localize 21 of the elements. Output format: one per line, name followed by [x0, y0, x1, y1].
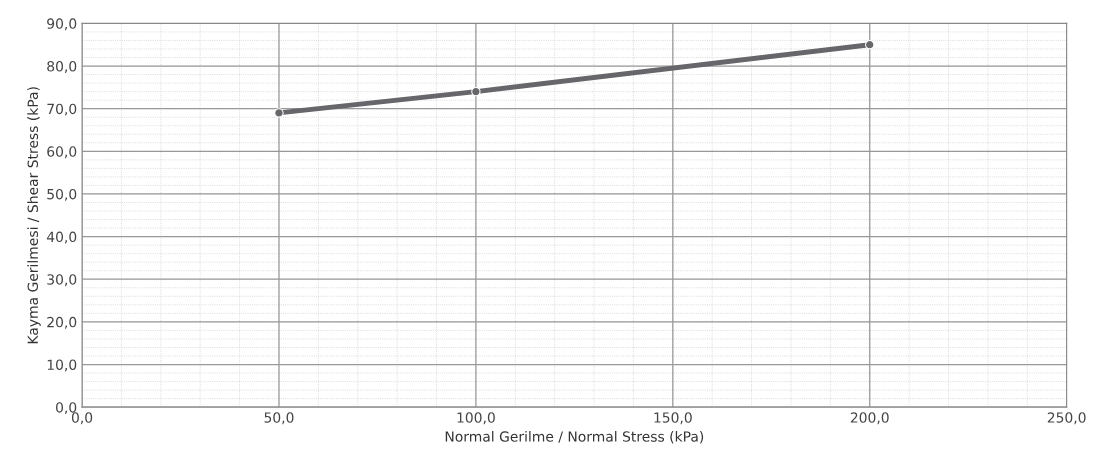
y-tick-label: 90,0 — [47, 18, 77, 31]
x-tick-label: 50,0 — [264, 412, 294, 425]
x-axis-title: Normal Gerilme / Normal Stress (kPa) — [445, 431, 704, 444]
y-tick-label: 30,0 — [47, 274, 77, 287]
x-tick-label: 100,0 — [457, 412, 495, 425]
y-tick-label: 10,0 — [47, 359, 77, 372]
y-tick-label: 0,0 — [56, 402, 77, 415]
point — [274, 108, 284, 118]
y-tick-label: 70,0 — [47, 103, 77, 116]
x-tick-label: 250,0 — [1047, 412, 1086, 425]
y-tick-label: 50,0 — [47, 188, 77, 201]
y-axis-title: Kayma Gerilmesi / Shear Stress (kPa) — [27, 87, 41, 344]
point — [865, 40, 875, 50]
x-tick-label: 200,0 — [850, 412, 889, 425]
y-tick-label: 60,0 — [47, 146, 77, 159]
x-tick-label: 0,0 — [71, 412, 93, 425]
point — [471, 86, 481, 97]
x-tick-label: 150,0 — [654, 412, 692, 425]
y-tick-label: 80,0 — [47, 61, 77, 73]
y-tick-label: 40,0 — [46, 231, 77, 244]
y-tick-label: 20,0 — [47, 316, 77, 329]
